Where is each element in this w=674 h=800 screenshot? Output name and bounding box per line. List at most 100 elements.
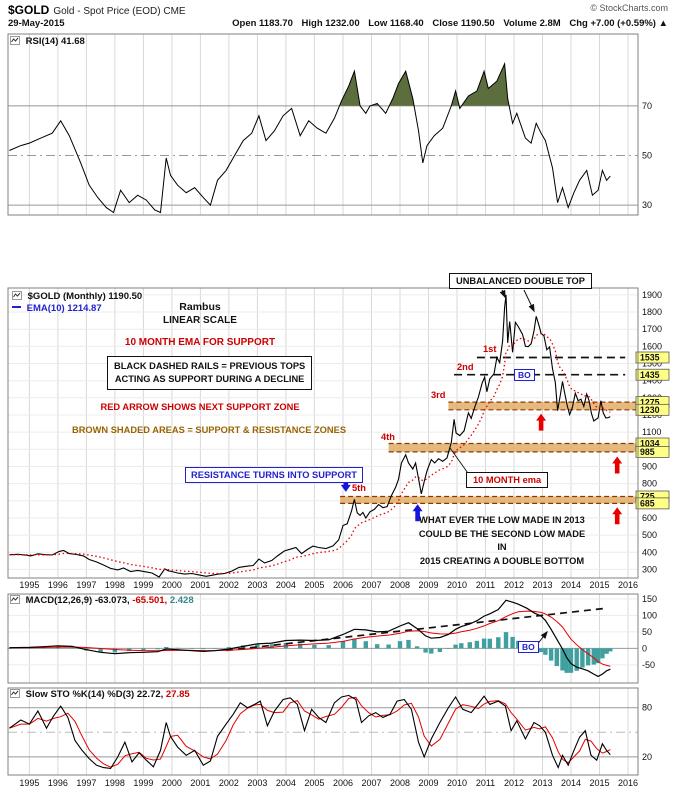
svg-text:1995: 1995	[19, 778, 39, 788]
svg-text:50: 50	[642, 627, 652, 637]
svg-text:2000: 2000	[162, 580, 182, 590]
quote-summary: Open 1183.70 High 1232.00 Low 1168.40 Cl…	[226, 18, 668, 29]
svg-text:2000: 2000	[162, 778, 182, 788]
annotation-rambus: Rambus	[179, 301, 221, 313]
low-label: Low	[368, 18, 388, 29]
svg-text:1600: 1600	[642, 341, 662, 351]
double-bottom-note-line3: 2015 CREATING A DOUBLE BOTTOM	[419, 555, 585, 566]
svg-text:1275: 1275	[640, 397, 660, 407]
macd-hist-value: 2.428	[169, 595, 194, 606]
sto-d-value: 27.85	[165, 689, 190, 700]
rail-label-5th: 5th	[352, 483, 366, 493]
indicator-chart-icon	[12, 291, 22, 300]
svg-text:1034: 1034	[640, 439, 660, 449]
svg-text:1435: 1435	[640, 370, 660, 380]
annotation-rails-note: BLACK DASHED RAILS = PREVIOUS TOPS ACTIN…	[107, 356, 313, 390]
change-value: +7.00 (+0.59%) ▲	[590, 18, 668, 29]
annotation-ema-support: 10 MONTH EMA FOR SUPPORT	[124, 337, 276, 348]
high-label: High	[301, 18, 323, 29]
svg-text:70: 70	[642, 101, 652, 111]
annotation-double-bottom-note: WHAT EVER THE LOW MADE IN 2013 COULD BE …	[414, 514, 590, 568]
annotation-brown-zones-note: BROWN SHADED AREAS = SUPPORT & RESISTANC…	[72, 425, 347, 435]
svg-text:2002: 2002	[219, 580, 239, 590]
annotation-resistance-support: RESISTANCE TURNS INTO SUPPORT	[185, 467, 363, 483]
svg-text:2001: 2001	[190, 580, 210, 590]
svg-text:685: 685	[640, 499, 655, 509]
double-bottom-note-line1: WHAT EVER THE LOW MADE IN 2013	[419, 515, 585, 525]
header-row-1: $GOLD Gold - Spot Price (EOD) CME © Stock…	[8, 3, 668, 17]
svg-text:2004: 2004	[276, 778, 296, 788]
svg-text:300: 300	[642, 564, 657, 574]
svg-text:900: 900	[642, 462, 657, 472]
svg-text:2011: 2011	[476, 580, 495, 590]
svg-text:1230: 1230	[640, 405, 660, 415]
rail-label-3rd: 3rd	[431, 390, 446, 400]
svg-text:800: 800	[642, 479, 657, 489]
svg-text:1997: 1997	[76, 778, 96, 788]
open-value: 1183.70	[259, 18, 293, 29]
price-legend-main: $GOLD (Monthly) 1190.50	[12, 291, 142, 302]
copyright: © StockCharts.com	[590, 3, 668, 13]
svg-text:1400: 1400	[642, 376, 662, 386]
high-value: 1232.00	[325, 18, 360, 29]
price-legend: $GOLD (Monthly) 1190.50 EMA(10) 1214.87	[12, 291, 142, 314]
sto-k-value: 22.72,	[136, 689, 164, 700]
svg-text:1995: 1995	[19, 580, 39, 590]
symbol-description: Gold - Spot Price (EOD) CME	[53, 6, 186, 17]
svg-text:1996: 1996	[48, 778, 68, 788]
macd-legend-label: MACD(12,26,9)	[25, 595, 93, 606]
svg-text:985: 985	[640, 447, 655, 457]
svg-text:2009: 2009	[418, 580, 438, 590]
svg-text:2005: 2005	[304, 778, 324, 788]
svg-text:2016: 2016	[618, 778, 638, 788]
breakout-label-price: BO	[514, 369, 535, 381]
svg-text:2015: 2015	[589, 778, 609, 788]
svg-text:0: 0	[642, 643, 647, 653]
double-bottom-note-line2: COULD BE THE SECOND LOW MADE IN	[418, 528, 586, 553]
svg-text:2015: 2015	[589, 580, 609, 590]
svg-text:2007: 2007	[361, 778, 381, 788]
annotation-red-arrow-note: RED ARROW SHOWS NEXT SUPPORT ZONE	[100, 402, 300, 412]
breakout-label-macd: BO	[518, 641, 539, 653]
svg-text:2002: 2002	[219, 778, 239, 788]
open-label: Open	[232, 18, 257, 29]
svg-text:1999: 1999	[133, 580, 153, 590]
svg-text:50: 50	[642, 151, 652, 161]
svg-text:2006: 2006	[333, 778, 353, 788]
sto-legend-label: Slow STO %K(14) %D(3)	[25, 689, 135, 700]
svg-text:100: 100	[642, 610, 657, 620]
svg-text:1100: 1100	[642, 427, 661, 437]
svg-text:2009: 2009	[418, 778, 438, 788]
svg-text:2013: 2013	[532, 580, 552, 590]
ema-legend-label: EMA(10) 1214.87	[26, 303, 102, 314]
svg-text:2014: 2014	[561, 778, 581, 788]
price-legend-label: $GOLD (Monthly) 1190.50	[27, 291, 143, 302]
volume-label: Volume	[503, 18, 537, 29]
svg-text:2006: 2006	[333, 580, 353, 590]
price-legend-ema: EMA(10) 1214.87	[12, 303, 142, 314]
indicator-chart-icon	[10, 36, 20, 45]
svg-text:1900: 1900	[642, 290, 662, 300]
svg-text:2012: 2012	[504, 778, 524, 788]
svg-text:725: 725	[640, 492, 655, 502]
annotation-rails-note-line2: ACTING AS SUPPORT DURING A DECLINE	[114, 374, 305, 384]
svg-text:1800: 1800	[642, 307, 662, 317]
svg-text:2003: 2003	[247, 580, 267, 590]
svg-text:2011: 2011	[476, 778, 495, 788]
macd-legend: MACD(12,26,9) -63.073, -65.501, 2.428	[10, 595, 194, 606]
low-value: 1168.40	[389, 18, 424, 29]
svg-text:20: 20	[642, 752, 652, 762]
annotation-rails-note-line1: BLACK DASHED RAILS = PREVIOUS TOPS	[114, 361, 306, 371]
rsi-legend: RSI(14) 41.68	[10, 36, 85, 47]
svg-text:80: 80	[642, 703, 652, 713]
sto-legend: Slow STO %K(14) %D(3) 22.72, 27.85	[10, 689, 190, 700]
svg-text:2008: 2008	[390, 580, 410, 590]
svg-text:2007: 2007	[361, 580, 381, 590]
chart-date: 29-May-2015	[8, 18, 65, 29]
svg-text:2001: 2001	[190, 778, 210, 788]
svg-text:2003: 2003	[247, 778, 267, 788]
svg-text:2012: 2012	[504, 580, 524, 590]
svg-text:2013: 2013	[532, 778, 552, 788]
